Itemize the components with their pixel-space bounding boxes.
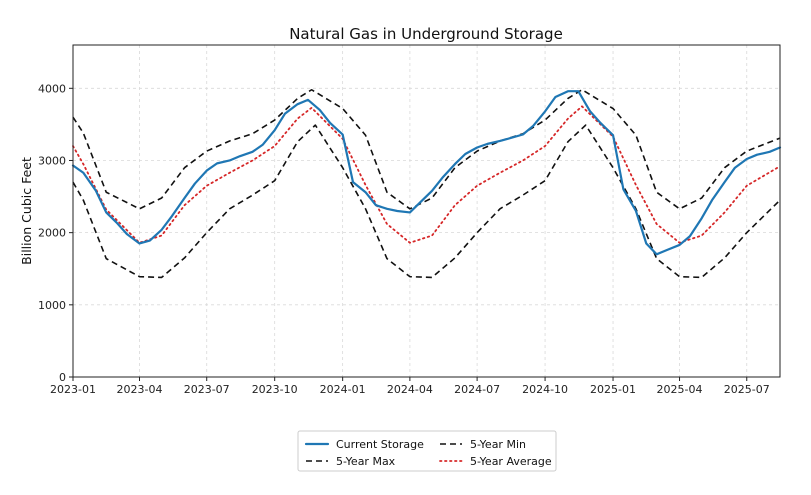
plot-area-frame (72, 44, 781, 378)
legend-label: 5-Year Average (470, 455, 552, 468)
legend-box (297, 430, 557, 472)
x-tick-label: 2024-01 (320, 383, 366, 396)
x-tick-label: 2024-10 (522, 383, 568, 396)
x-tick-label: 2023-10 (252, 383, 298, 396)
series-line-current-storage (71, 90, 782, 256)
chart-title: Natural Gas in Underground Storage (289, 25, 563, 43)
y-tick-label: 2000 (38, 227, 66, 240)
x-tick-label: 2023-01 (50, 383, 96, 396)
x-tick-label: 2024-04 (387, 383, 433, 396)
axis-layer: 0 1000 2000 3000 4000 2023-01 2023-04 2023-07 20… (38, 82, 770, 396)
legend-item-current-storage: Current Storage (304, 438, 424, 451)
series-line-5-year-min (72, 124, 781, 279)
series-line-5-year-max (72, 88, 781, 210)
legend: Current Storage 5-Year Max 5-Year Min 5-Yea… (297, 430, 557, 472)
x-tick-label: 2025-04 (657, 383, 703, 396)
y-axis-label: Billion Cubic Feet (19, 157, 34, 265)
legend-item-5-year-min: 5-Year Min (440, 438, 526, 451)
legend-item-5-year-max: 5-Year Max (306, 455, 396, 468)
y-tick-label: 0 (59, 371, 66, 384)
legend-label: 5-Year Max (336, 455, 396, 468)
legend-item-5-year-average: 5-Year Average (439, 455, 552, 468)
series-layer (71, 88, 782, 279)
x-tick-label: 2024-07 (454, 383, 500, 396)
series-line-5-year-average (72, 105, 781, 244)
y-tick-label: 1000 (38, 299, 66, 312)
x-tick-label: 2025-07 (724, 383, 770, 396)
x-tick-label: 2023-04 (117, 383, 163, 396)
y-tick-label: 4000 (38, 82, 66, 95)
x-tick-label: 2025-01 (590, 383, 636, 396)
grid-layer (72, 45, 780, 378)
x-tick-label: 2023-07 (184, 383, 230, 396)
legend-label: Current Storage (336, 438, 424, 451)
y-tick-label: 3000 (38, 154, 66, 167)
legend-label: 5-Year Min (470, 438, 526, 451)
